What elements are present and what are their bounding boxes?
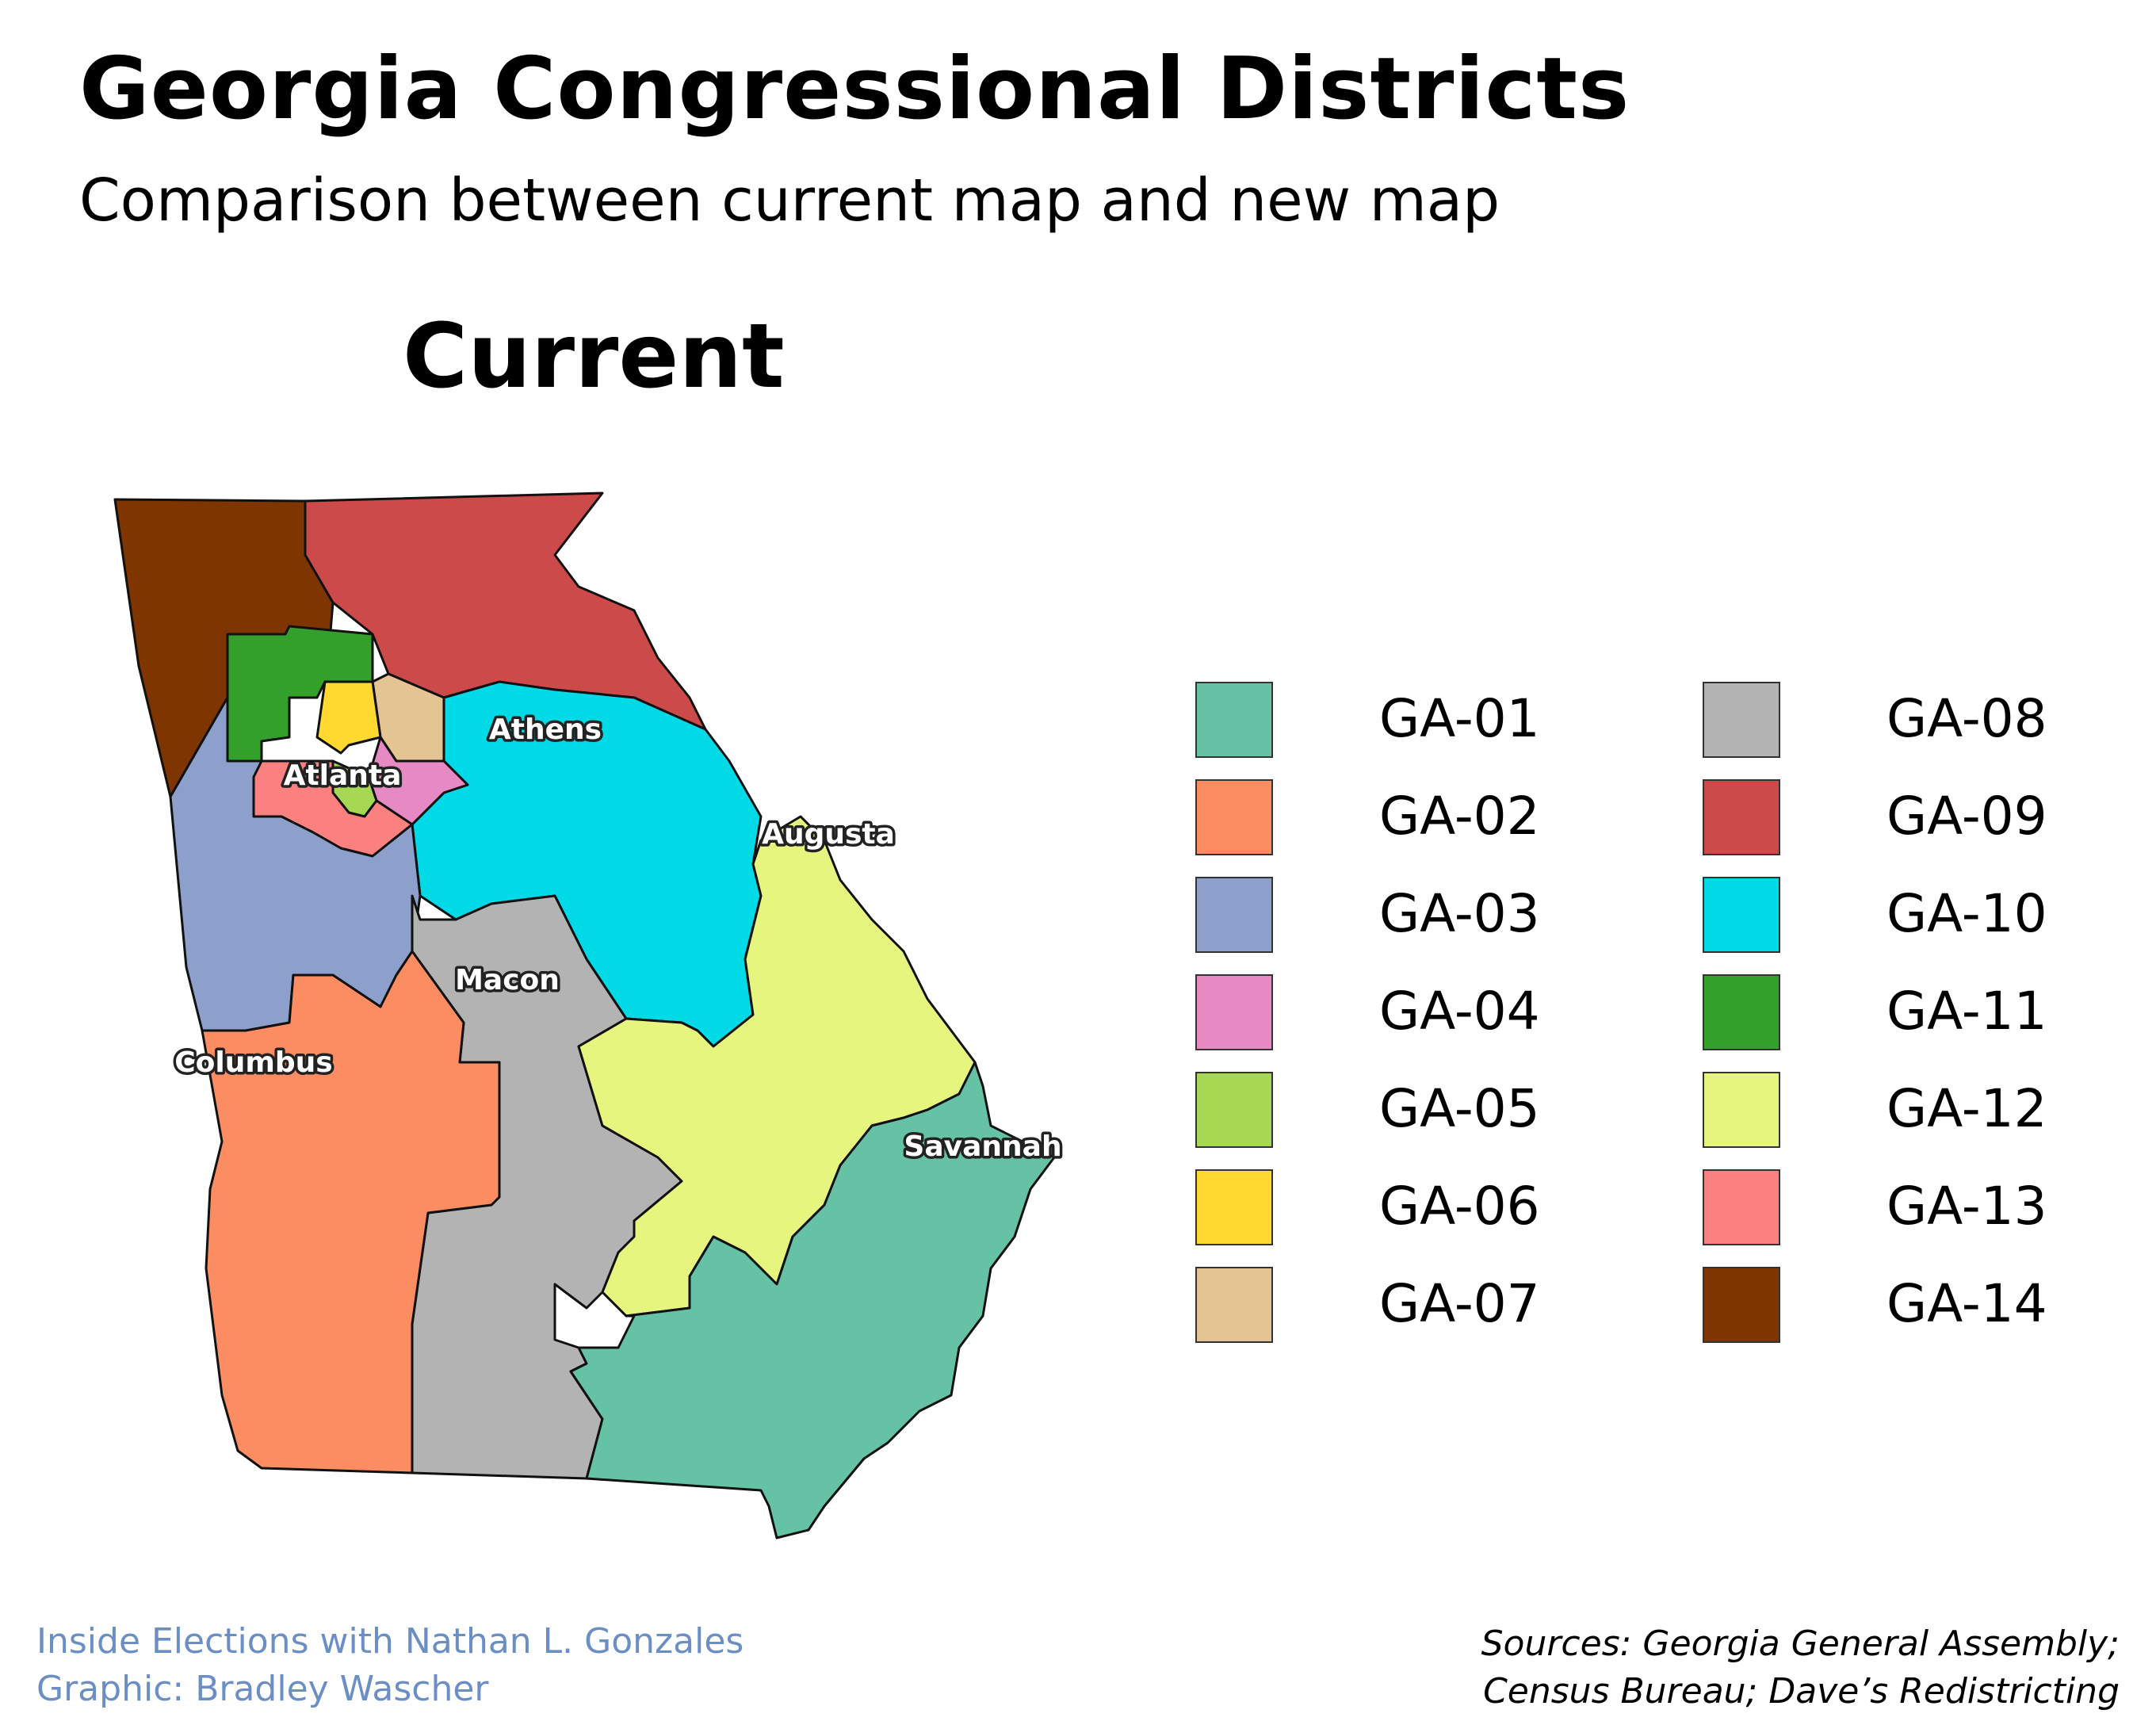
legend-swatch	[1195, 682, 1273, 758]
legend-swatch	[1195, 779, 1273, 855]
legend-swatch	[1703, 974, 1780, 1050]
district-ga-06	[315, 680, 382, 755]
page-title: Georgia Congressional Districts	[79, 40, 1630, 139]
city-label-athens: Athens	[489, 713, 602, 746]
legend-label: GA-12	[1886, 1078, 2047, 1139]
district-ga-02	[201, 950, 501, 1474]
georgia-district-map: Athens Atlanta Augusta Macon Columbus Sa…	[113, 491, 1065, 1539]
legend-label: GA-01	[1379, 688, 1540, 749]
city-label-savannah: Savannah	[904, 1130, 1061, 1163]
legend-label: GA-04	[1379, 981, 1540, 1042]
credit-publication: Inside Elections with Nathan L. Gonzales	[36, 1621, 744, 1662]
legend-swatch	[1195, 1267, 1273, 1343]
legend-item: GA-09	[1703, 779, 2156, 859]
legend-swatch	[1703, 682, 1780, 758]
legend-swatch	[1195, 1072, 1273, 1148]
legend-item: GA-02	[1195, 779, 1703, 859]
city-label-augusta: Augusta	[762, 818, 895, 851]
legend-label: GA-08	[1886, 688, 2047, 749]
city-label-columbus: Columbus	[174, 1046, 332, 1079]
legend-label: GA-05	[1379, 1078, 1540, 1139]
legend-item: GA-11	[1703, 974, 2156, 1054]
legend-item: GA-03	[1195, 877, 1703, 956]
credit-graphic: Graphic: Bradley Wascher	[36, 1669, 489, 1709]
legend-swatch	[1703, 1267, 1780, 1343]
legend-label: GA-09	[1886, 786, 2047, 847]
legend-item: GA-06	[1195, 1169, 1703, 1249]
legend-item: GA-10	[1703, 877, 2156, 956]
legend-swatch	[1703, 1169, 1780, 1245]
legend-label: GA-13	[1886, 1176, 2047, 1237]
legend-label: GA-10	[1886, 883, 2047, 944]
district-ga-01	[569, 1061, 1056, 1539]
legend-item: GA-14	[1703, 1267, 2156, 1346]
city-label-macon: Macon	[455, 964, 560, 996]
legend-swatch	[1195, 877, 1273, 953]
legend-swatch	[1195, 974, 1273, 1050]
legend-label: GA-07	[1379, 1273, 1540, 1334]
legend-label: GA-14	[1886, 1273, 2047, 1334]
legend-swatch	[1703, 877, 1780, 953]
legend-item: GA-08	[1703, 682, 2156, 761]
page-subtitle: Comparison between current map and new m…	[79, 166, 1500, 235]
legend-label: GA-06	[1379, 1176, 1540, 1237]
legend-swatch	[1703, 779, 1780, 855]
legend-label: GA-03	[1379, 883, 1540, 944]
legend-item: GA-01	[1195, 682, 1703, 761]
legend-item: GA-04	[1195, 974, 1703, 1054]
legend-label: GA-11	[1886, 981, 2047, 1042]
legend-item: GA-13	[1703, 1169, 2156, 1249]
source-line-2: Census Bureau; Dave’s Redistricting	[1483, 1671, 2120, 1712]
legend-swatch	[1195, 1169, 1273, 1245]
legend-item: GA-12	[1703, 1072, 2156, 1151]
legend-item: GA-05	[1195, 1072, 1703, 1151]
city-label-atlanta: Atlanta	[284, 759, 402, 792]
legend-item: GA-07	[1195, 1267, 1703, 1346]
legend-label: GA-02	[1379, 786, 1540, 847]
source-line-1: Sources: Georgia General Assembly;	[1481, 1624, 2120, 1664]
legend-swatch	[1703, 1072, 1780, 1148]
map-heading: Current	[403, 305, 785, 408]
